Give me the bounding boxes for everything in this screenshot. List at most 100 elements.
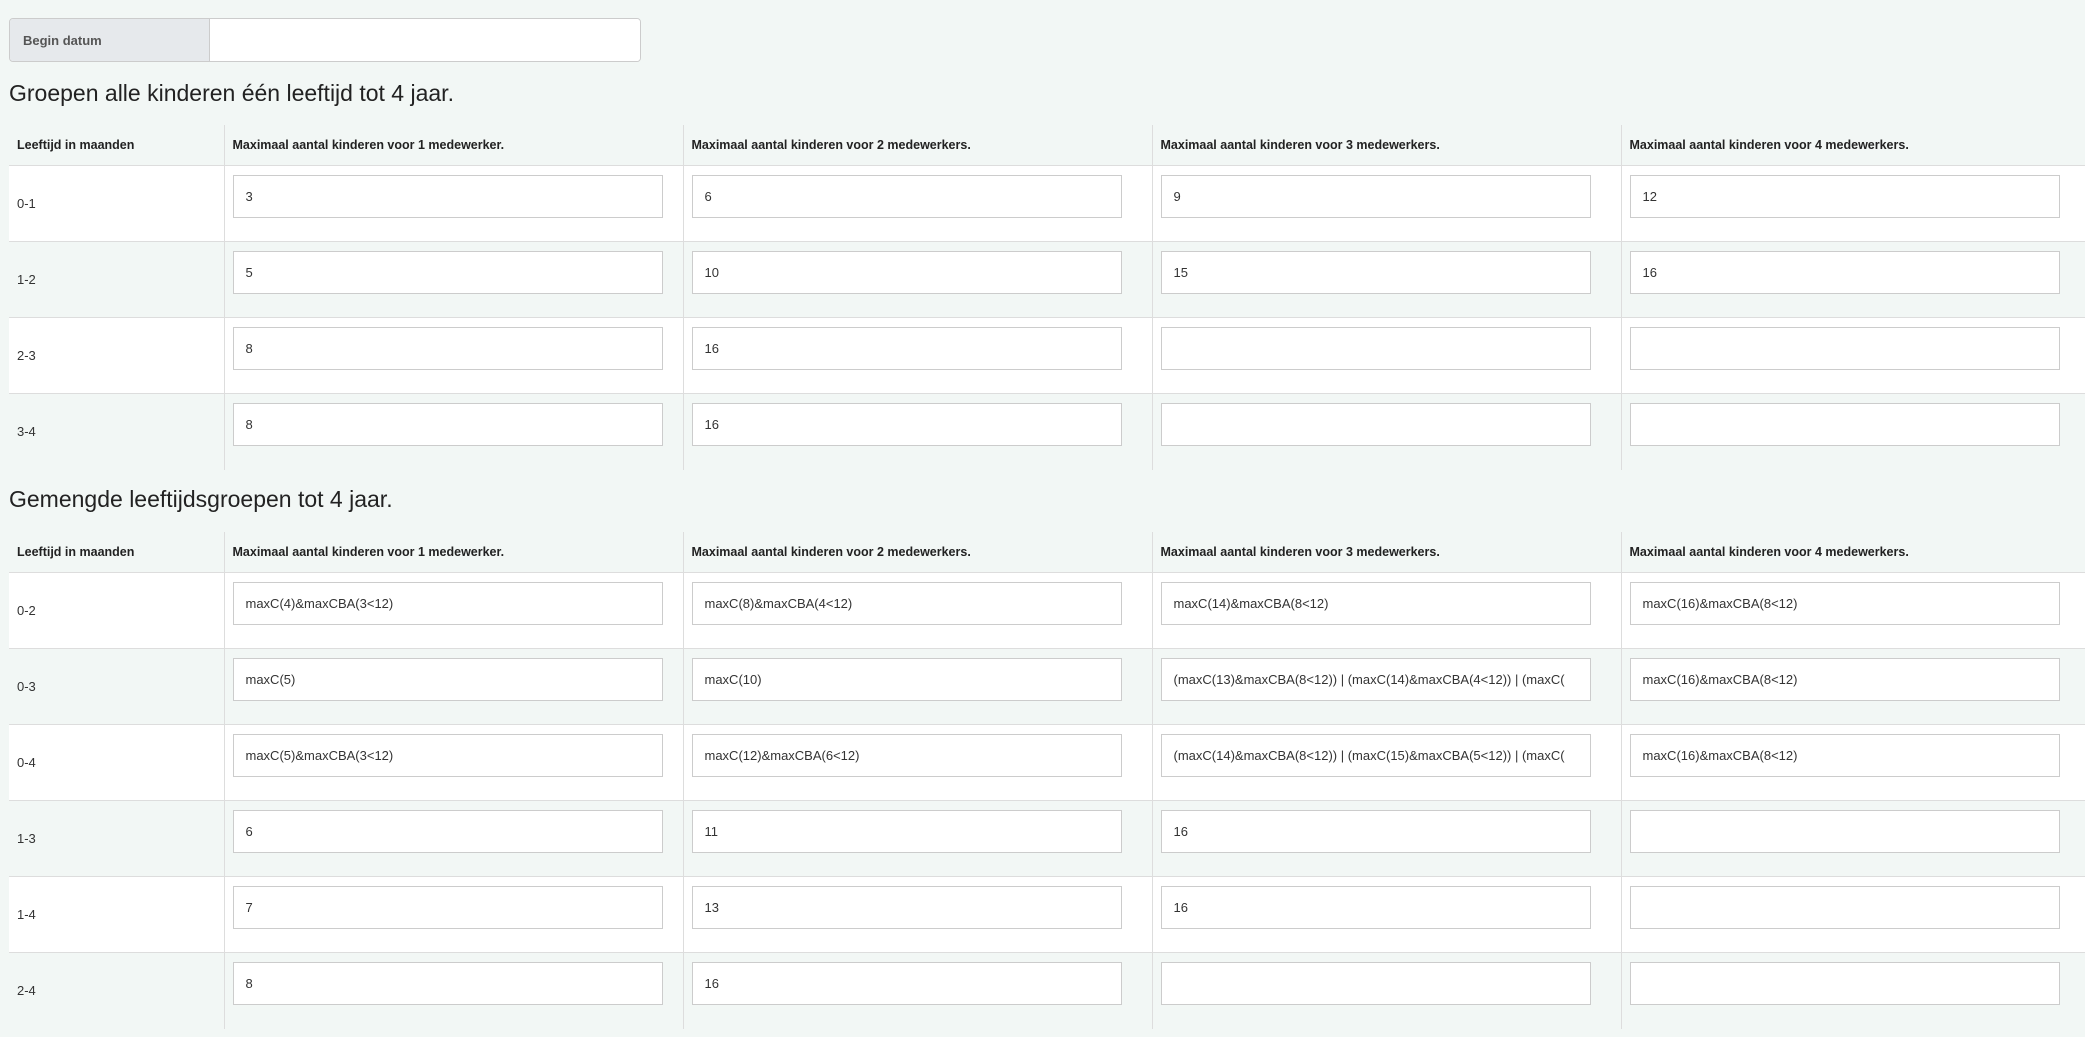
max-children-input[interactable]: 10 [691, 251, 1122, 294]
value-cell: 13 [682, 876, 1152, 953]
age-cell: 1-3 [9, 800, 224, 877]
max-children-input[interactable]: 16 [691, 327, 1122, 370]
max-children-input[interactable]: 16 [1160, 886, 1591, 929]
max-children-input[interactable]: maxC(16)&maxCBA(8<12) [1629, 582, 2060, 625]
value-cell: (maxC(13)&maxCBA(8<12)) | (maxC(14)&maxC… [1151, 648, 1621, 725]
value-cell: 9 [1151, 165, 1621, 242]
value-cell: 8 [223, 952, 683, 1029]
max-children-input[interactable]: maxC(10) [691, 658, 1122, 701]
max-children-input[interactable] [1160, 327, 1591, 370]
max-children-input[interactable]: 15 [1160, 251, 1591, 294]
table-row: 0-3 maxC(5) maxC(10) (maxC(13)&maxCBA(8<12)… [9, 648, 2085, 725]
age-cell: 2-4 [9, 952, 224, 1029]
max-children-input[interactable] [1629, 886, 2060, 929]
column-header: Maximaal aantal kinderen voor 2 medewerk… [682, 532, 1152, 573]
max-children-input[interactable]: (maxC(14)&maxCBA(8<12)) | (maxC(15)&maxC… [1160, 734, 1591, 777]
max-children-input[interactable]: 11 [691, 810, 1122, 853]
value-cell [1620, 317, 2085, 394]
header-row: Leeftijd in maanden Maximaal aantal kinde… [9, 532, 2085, 573]
value-cell: maxC(14)&maxCBA(8<12) [1151, 572, 1621, 649]
max-children-input[interactable]: (maxC(13)&maxCBA(8<12)) | (maxC(14)&maxC… [1160, 658, 1591, 701]
max-children-input[interactable]: maxC(8)&maxCBA(4<12) [691, 582, 1122, 625]
table-row: 2-3 8 16 [9, 317, 2085, 394]
max-children-input[interactable] [1160, 962, 1591, 1005]
max-children-input[interactable]: 6 [232, 810, 663, 853]
header-row: Leeftijd in maanden Maximaal aantal kinde… [9, 125, 2085, 166]
age-cell: 1-4 [9, 876, 224, 953]
max-children-input[interactable] [1629, 403, 2060, 446]
max-children-input[interactable]: maxC(4)&maxCBA(3<12) [232, 582, 663, 625]
max-children-input[interactable]: 5 [232, 251, 663, 294]
max-children-input[interactable]: 6 [691, 175, 1122, 218]
age-cell: 1-2 [9, 241, 224, 318]
column-header: Leeftijd in maanden [9, 125, 224, 166]
max-children-input[interactable]: 16 [1629, 251, 2060, 294]
value-cell [1151, 317, 1621, 394]
value-cell: 8 [223, 317, 683, 394]
section2-title: Gemengde leeftijdsgroepen tot 4 jaar. [9, 486, 393, 512]
column-header: Maximaal aantal kinderen voor 1 medewerk… [223, 532, 683, 573]
value-cell: 8 [223, 393, 683, 470]
max-children-input[interactable]: 16 [1160, 810, 1591, 853]
value-cell: 16 [1151, 800, 1621, 877]
column-header: Maximaal aantal kinderen voor 4 medewerk… [1620, 125, 2085, 166]
age-cell: 0-2 [9, 572, 224, 649]
max-children-input[interactable]: 13 [691, 886, 1122, 929]
max-children-input[interactable] [1629, 810, 2060, 853]
value-cell: 6 [682, 165, 1152, 242]
age-cell: 2-3 [9, 317, 224, 394]
max-children-input[interactable] [1160, 403, 1591, 446]
value-cell [1620, 800, 2085, 877]
value-cell: 10 [682, 241, 1152, 318]
column-header: Maximaal aantal kinderen voor 4 medewerk… [1620, 532, 2085, 573]
section1-title: Groepen alle kinderen één leeftijd tot 4… [9, 80, 454, 106]
value-cell: 5 [223, 241, 683, 318]
value-cell: maxC(12)&maxCBA(6<12) [682, 724, 1152, 801]
max-children-input[interactable]: maxC(5)&maxCBA(3<12) [232, 734, 663, 777]
value-cell: 16 [682, 952, 1152, 1029]
max-children-input[interactable]: maxC(5) [232, 658, 663, 701]
table-row: 0-2 maxC(4)&maxCBA(3<12) maxC(8)&maxCBA(4<… [9, 572, 2085, 649]
max-children-input[interactable] [1629, 327, 2060, 370]
max-children-input[interactable]: 7 [232, 886, 663, 929]
max-children-input[interactable]: maxC(12)&maxCBA(6<12) [691, 734, 1122, 777]
value-cell: 16 [1620, 241, 2085, 318]
max-children-input[interactable] [1629, 962, 2060, 1005]
age-cell: 0-4 [9, 724, 224, 801]
max-children-input[interactable]: 12 [1629, 175, 2060, 218]
max-children-input[interactable]: 3 [232, 175, 663, 218]
age-cell: 0-3 [9, 648, 224, 725]
value-cell: 12 [1620, 165, 2085, 242]
column-header: Maximaal aantal kinderen voor 1 medewerk… [223, 125, 683, 166]
value-cell: maxC(16)&maxCBA(8<12) [1620, 648, 2085, 725]
begin-datum-label: Begin datum [10, 19, 210, 61]
max-children-input[interactable]: 16 [691, 962, 1122, 1005]
max-children-input[interactable]: 8 [232, 327, 663, 370]
max-children-input[interactable]: maxC(14)&maxCBA(8<12) [1160, 582, 1591, 625]
table-row: 0-1 3 6 9 12 [9, 165, 2085, 242]
max-children-input[interactable]: 8 [232, 962, 663, 1005]
max-children-input[interactable]: 8 [232, 403, 663, 446]
begin-datum-input[interactable] [210, 19, 640, 61]
table-row: 2-4 8 16 [9, 952, 2085, 1029]
age-cell: 3-4 [9, 393, 224, 470]
max-children-input[interactable]: 9 [1160, 175, 1591, 218]
value-cell: maxC(16)&maxCBA(8<12) [1620, 572, 2085, 649]
max-children-input[interactable]: maxC(16)&maxCBA(8<12) [1629, 658, 2060, 701]
column-header: Leeftijd in maanden [9, 532, 224, 573]
column-header: Maximaal aantal kinderen voor 3 medewerk… [1151, 125, 1621, 166]
value-cell [1620, 876, 2085, 953]
max-children-input[interactable]: maxC(16)&maxCBA(8<12) [1629, 734, 2060, 777]
value-cell: maxC(10) [682, 648, 1152, 725]
value-cell [1620, 952, 2085, 1029]
column-header: Maximaal aantal kinderen voor 2 medewerk… [682, 125, 1152, 166]
table-row: 1-3 6 11 16 [9, 800, 2085, 877]
value-cell: maxC(4)&maxCBA(3<12) [223, 572, 683, 649]
value-cell: 7 [223, 876, 683, 953]
value-cell: 3 [223, 165, 683, 242]
table-row: 3-4 8 16 [9, 393, 2085, 470]
max-children-input[interactable]: 16 [691, 403, 1122, 446]
table-row: 1-2 5 10 15 16 [9, 241, 2085, 318]
table-row: 0-4 maxC(5)&maxCBA(3<12) maxC(12)&maxCBA(6… [9, 724, 2085, 801]
value-cell: (maxC(14)&maxCBA(8<12)) | (maxC(15)&maxC… [1151, 724, 1621, 801]
